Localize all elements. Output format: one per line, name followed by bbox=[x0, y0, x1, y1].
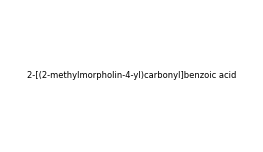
Text: 2-[(2-methylmorpholin-4-yl)carbonyl]benzoic acid: 2-[(2-methylmorpholin-4-yl)carbonyl]benz… bbox=[27, 71, 236, 81]
